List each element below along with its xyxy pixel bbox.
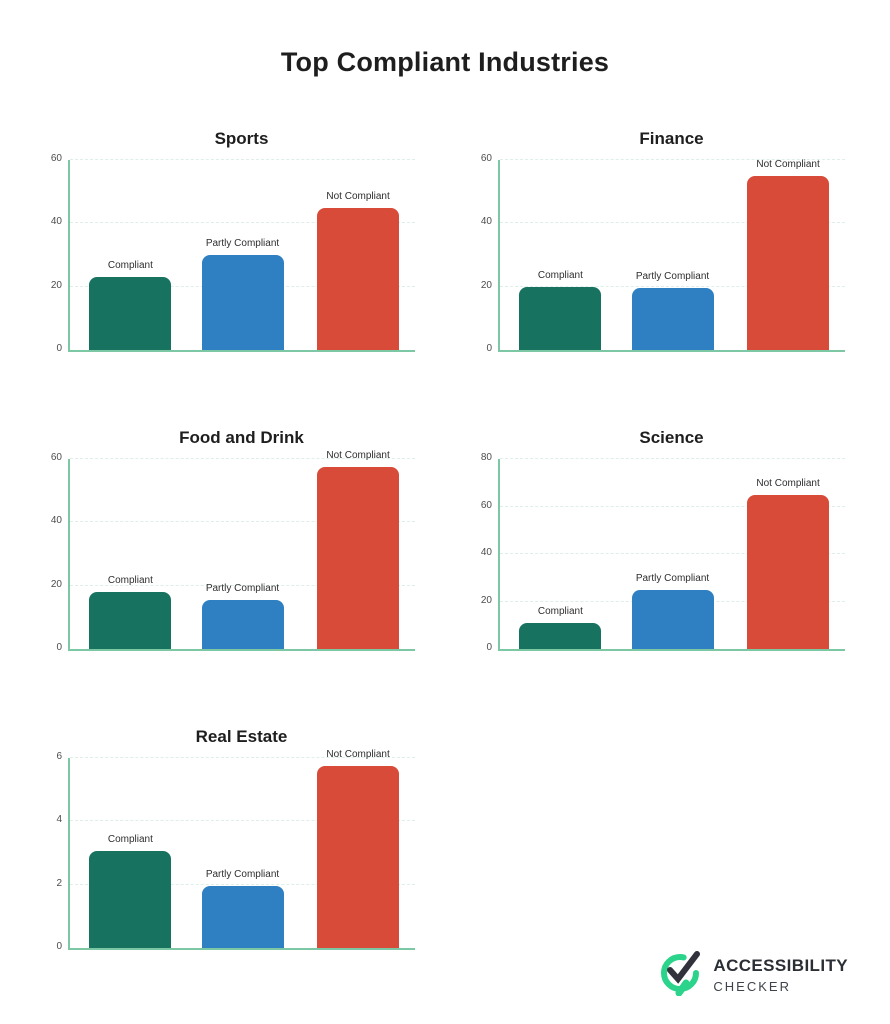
gridline: [70, 757, 415, 758]
y-tick-label: 80: [480, 452, 492, 463]
plot-area: 0 2 4 6 Compliant Partly Compliant Not Complia…: [56, 749, 415, 952]
bar-label-partly-compliant: Partly Compliant: [205, 582, 280, 594]
y-tick-label: 2: [56, 877, 62, 889]
gridline: [70, 883, 415, 885]
bar-partly-compliant: [201, 886, 284, 948]
plot-area: 0 20 40 60 Compliant Partly Compliant Not Comp…: [51, 450, 415, 653]
bar-label-partly-compliant: Partly Compliant: [205, 869, 280, 881]
bar-compliant: [519, 286, 602, 350]
bar-partly-compliant: [201, 255, 284, 350]
chart-title: Food and Drink: [179, 428, 304, 447]
gridline: [70, 222, 415, 224]
bar-not-compliant: [317, 765, 400, 948]
gridline: [70, 820, 415, 822]
gridline: [500, 159, 845, 160]
y-tick-label: 6: [56, 751, 62, 762]
bar-partly-compliant: [201, 599, 284, 649]
bar-label-compliant: Compliant: [107, 260, 153, 272]
bar-not-compliant: [317, 207, 400, 350]
bar-partly-compliant: [631, 589, 714, 649]
plot-area: 0 20 40 60 Compliant Partly Compliant Not Comp…: [51, 153, 415, 354]
y-tick-label: 40: [50, 216, 62, 228]
bar-compliant: [89, 592, 172, 649]
bar-label-partly-compliant: Partly Compliant: [635, 572, 710, 584]
bar-label-compliant: Compliant: [107, 575, 153, 586]
bar-compliant: [89, 851, 172, 948]
bar-label-partly-compliant: Partly Compliant: [635, 271, 710, 283]
y-tick-label: 40: [50, 515, 62, 527]
y-tick-label: 60: [50, 452, 62, 463]
chart-title: Science: [639, 428, 704, 447]
bar-label-compliant: Compliant: [537, 269, 583, 281]
y-tick-label: 0: [56, 642, 62, 653]
y-tick-label: 60: [480, 153, 492, 164]
page-title: Top Compliant Industries: [280, 47, 610, 77]
chart-food-and-drink: Food and Drink 0 20 40 60 Compliant Partly Co…: [40, 427, 415, 653]
bar-label-compliant: Compliant: [537, 605, 583, 617]
bar-partly-compliant: [631, 288, 714, 350]
bar-label-not-compliant: Not Compliant: [756, 158, 820, 170]
plot-area: 0 20 40 60 Compliant Partly Compliant Not Comp…: [481, 153, 845, 354]
y-tick-label: 20: [480, 594, 492, 606]
y-tick-label: 20: [480, 279, 492, 291]
y-tick-label: 40: [480, 216, 492, 228]
y-tick-label: 4: [56, 814, 62, 826]
gridline: [70, 458, 415, 459]
gridline: [500, 285, 845, 287]
bar-compliant: [89, 277, 172, 350]
y-tick-label: 0: [486, 642, 492, 653]
bar-label-not-compliant: Not Compliant: [326, 748, 390, 760]
chart-title: Sports: [214, 129, 269, 148]
gridline: [500, 553, 845, 554]
gridline: [70, 521, 415, 523]
bar-label-partly-compliant: Partly Compliant: [205, 238, 280, 249]
bar-not-compliant: [747, 175, 830, 350]
y-tick-label: 0: [56, 343, 62, 354]
chart-sports: Sports 0 20 40 60 Compliant Partly Compliant N…: [40, 128, 415, 354]
chart-finance: Finance 0 20 40 60 Compliant Partly Compliant…: [470, 128, 845, 354]
gridline: [70, 584, 415, 586]
gridline: [500, 505, 845, 507]
y-tick-label: 60: [50, 153, 62, 164]
gridline: [70, 159, 415, 160]
chart-title: Real Estate: [195, 727, 288, 746]
gridline: [500, 222, 845, 224]
charts-grid: Sports 0 20 40 60 Compliant Partly Compliant N…: [40, 128, 845, 952]
bar-label-compliant: Compliant: [107, 834, 153, 846]
magnifier-check-icon: [659, 948, 703, 1001]
gridline: [500, 458, 845, 459]
y-tick-label: 0: [56, 941, 62, 952]
bar-not-compliant: [317, 466, 400, 649]
bar-compliant: [519, 622, 602, 649]
y-tick-label: 40: [480, 547, 492, 558]
y-tick-label: 20: [50, 279, 62, 291]
bar-not-compliant: [747, 494, 830, 649]
chart-science: Science 0 20 40 60 80 Compliant Partly Complia…: [470, 427, 845, 653]
y-tick-label: 20: [50, 578, 62, 590]
logo-subname: CHECKER: [713, 978, 791, 994]
y-tick-label: 60: [480, 499, 492, 511]
logo-name: ACCESSIBILITY: [713, 955, 848, 975]
plot-area: 0 20 40 60 80 Compliant Partly Compliant Not Co…: [481, 452, 845, 653]
bar-label-not-compliant: Not Compliant: [326, 190, 390, 202]
chart-title: Finance: [639, 129, 704, 148]
y-tick-label: 0: [486, 343, 492, 354]
accessibility-checker-logo: ACCESSIBILITY CHECKER: [659, 948, 848, 1001]
bar-label-not-compliant: Not Compliant: [756, 477, 820, 489]
bar-label-not-compliant: Not Compliant: [326, 449, 390, 461]
chart-real-estate: Real Estate 0 2 4 6 Compliant Partly Complian…: [40, 726, 415, 952]
logo-text: ACCESSIBILITY CHECKER: [713, 956, 848, 994]
